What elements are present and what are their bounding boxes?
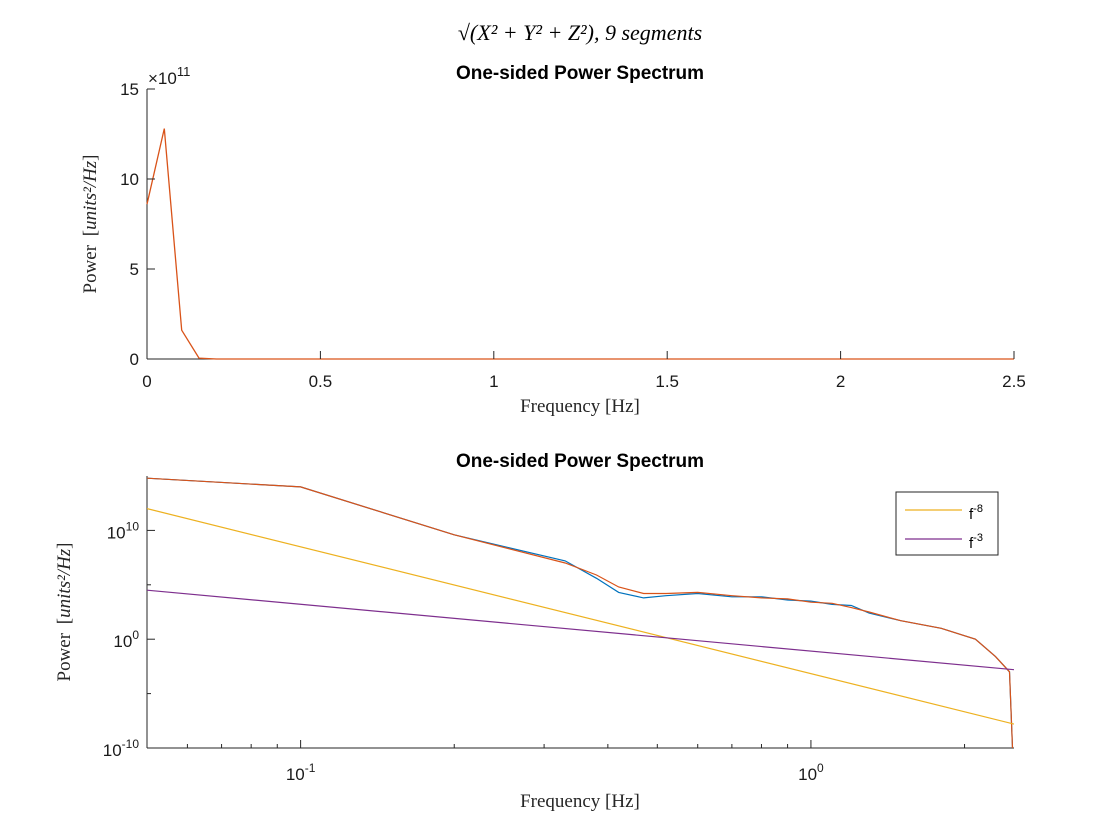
chart2-x-axis-label: Frequency [Hz] [520,791,640,812]
legend-label-f-8: f-8 [969,503,983,523]
chart2-y-tick-label: 100 [113,628,139,651]
chart1-x-tick-label: 2 [836,372,845,391]
chart1-ticks: 0 0.5 1 1.5 2 2.5 0 5 10 15 [120,80,1026,391]
chart2-ticks: 10-1 100 10-10 100 1010 [103,519,966,784]
chart2-series-line-3 [147,589,1014,671]
chart1-ylabel-unit: units²/Hz [80,160,101,230]
figure-suptitle: √(X² + Y² + Z²), 9 segments [458,20,702,45]
chart1-title: One-sided Power Spectrum [456,63,704,84]
loglog-power-spectrum-chart: One-sided Power Spectrum 10-1 100 10-10 100… [54,451,1014,812]
svg-text:Power [units²/Hz]: Power [units²/Hz] [80,154,101,293]
chart2-title: One-sided Power Spectrum [456,451,704,472]
linear-power-spectrum-chart: One-sided Power Spectrum 0 0.5 1 1.5 2 2.5 0 5 1… [80,63,1026,417]
chart1-series-line-0 [146,128,1014,360]
chart2-series-line-1 [147,477,1014,748]
chart1-y-tick-label: 15 [120,80,139,99]
chart1-x-tick-label: 2.5 [1002,372,1026,391]
chart1-ylabel-power: Power [80,244,101,293]
chart2-axes [146,476,1014,749]
chart2-legend: f-8 f-3 [895,491,999,556]
chart1-series [146,128,1014,360]
svg-text:Power [units²/Hz]: Power [units²/Hz] [54,542,75,681]
chart2-y-tick-label: 10-10 [103,737,140,760]
chart2-ylabel-unit: units²/Hz [54,548,75,618]
chart2-x-tick-label: 100 [798,761,824,784]
chart2-series-line-2 [147,508,1014,725]
chart1-axes [146,89,1014,360]
chart1-x-tick-label: 0.5 [309,372,333,391]
chart1-x-tick-label: 0 [142,372,151,391]
chart1-y-tick-label: 0 [130,350,139,369]
chart1-x-tick-label: 1 [489,372,498,391]
legend-box [895,491,999,556]
chart1-y-tick-label: 5 [130,260,139,279]
chart2-x-tick-label: 10-1 [286,761,316,784]
chart2-ylabel-power: Power [54,632,75,681]
chart1-x-tick-label: 1.5 [655,372,679,391]
chart1-y-tick-label: 10 [120,170,139,189]
chart2-series [147,477,1014,748]
chart2-series-line-0 [147,477,1014,748]
chart2-y-tick-label: 1010 [107,519,140,542]
chart2-y-axis-label: Power [units²/Hz] [54,542,75,681]
chart1-y-axis-label: Power [units²/Hz] [80,154,101,293]
chart1-y-exponent: ×1011 [148,64,190,88]
chart1-x-axis-label: Frequency [Hz] [520,396,640,417]
legend-label-f-3: f-3 [969,532,983,552]
